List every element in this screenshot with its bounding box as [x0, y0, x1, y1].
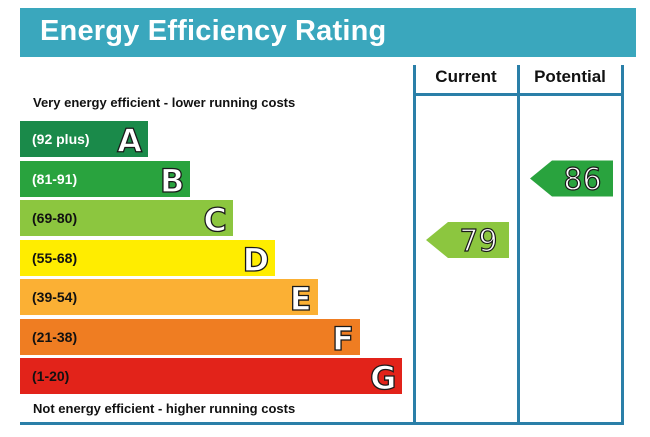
top-note: Very energy efficient - lower running co…	[33, 95, 296, 110]
chart-title: Energy Efficiency Rating	[40, 15, 387, 47]
frame-line-middle	[517, 65, 520, 424]
column-header-current: Current	[435, 67, 497, 86]
band-range-label: (21-38)	[32, 328, 78, 345]
band-b: (81-91) B	[20, 160, 191, 200]
title-bar: Energy Efficiency Rating	[20, 8, 636, 57]
band-a: (92 plus) A	[20, 121, 148, 161]
band-range-label: (39-54)	[32, 289, 78, 305]
band-g: (1-20) G	[20, 358, 403, 398]
band-letter: C	[203, 200, 228, 239]
band-range-label: (81-91)	[32, 170, 78, 187]
band-e: (39-54) E	[20, 279, 318, 319]
marker-value: 86	[563, 163, 601, 198]
bottom-note: Not energy efficient - higher running co…	[33, 401, 296, 416]
band-range-label: (92 plus)	[32, 131, 90, 147]
band-letter: D	[242, 240, 270, 279]
frame-line-header	[413, 93, 624, 96]
rating-marker-potential: 86	[530, 160, 613, 198]
band-d: (55-68) D	[20, 239, 276, 279]
band-range-label: (69-80)	[32, 210, 78, 226]
band-c: (69-80) C	[20, 200, 233, 240]
marker-arrow	[530, 160, 613, 197]
frame-line-bottom	[20, 422, 624, 425]
band-letter: G	[369, 358, 397, 397]
band-letter: F	[331, 319, 354, 358]
rating-marker-current: 79	[426, 222, 509, 260]
marker-arrow	[426, 222, 509, 258]
band-letter: A	[117, 121, 143, 160]
band-range-label: (1-20)	[32, 368, 70, 384]
marker-value: 79	[459, 224, 497, 259]
band-range-label: (55-68)	[32, 249, 78, 266]
band-letter: B	[159, 161, 185, 200]
frame-line-right	[621, 65, 624, 424]
frame-line-left	[413, 65, 416, 424]
band-letter: E	[289, 279, 312, 318]
column-header-potential: Potential	[534, 67, 606, 86]
band-f: (21-38) F	[20, 318, 360, 358]
